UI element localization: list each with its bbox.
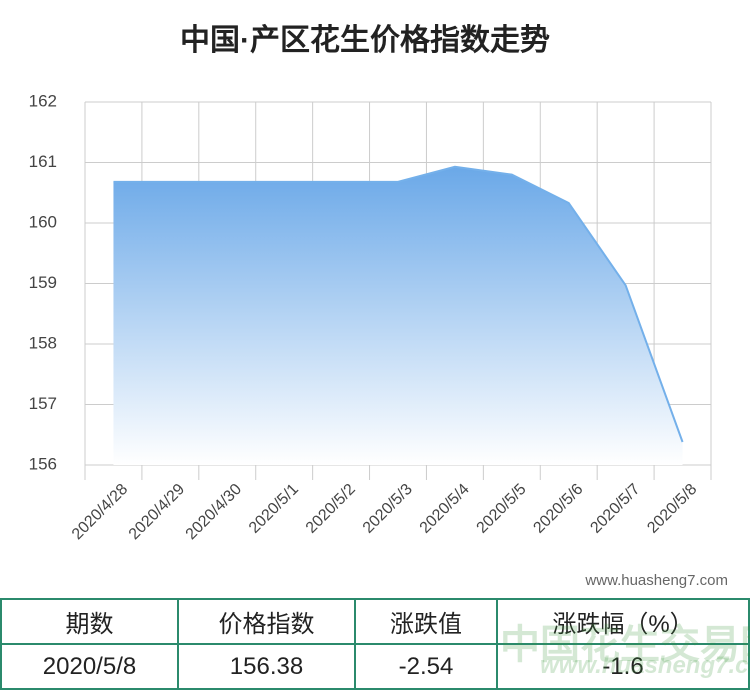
cell: 156.38	[177, 643, 356, 690]
line	[113, 165, 684, 443]
table-header: 期数 价格指数 涨跌值 涨跌幅（%）	[0, 598, 750, 645]
y-tick-label: 161	[29, 152, 57, 171]
header-cell: 期数	[0, 598, 179, 645]
x-tick-label: 2020/4/28	[69, 481, 131, 543]
x-tick-label: 2020/5/8	[644, 481, 700, 537]
x-tick-label: 2020/4/30	[183, 481, 245, 543]
y-tick-label: 158	[29, 333, 57, 352]
y-tick-label: 160	[29, 212, 57, 231]
cell: 2020/5/8	[0, 643, 179, 690]
x-tick-label: 2020/5/7	[587, 481, 643, 537]
source: www.huasheng7.com	[584, 572, 728, 589]
area	[113, 166, 683, 466]
x-tick-label: 2020/5/4	[417, 481, 473, 537]
table-row: 2020/5/8 156.38 -2.54 -1.6	[0, 643, 750, 690]
header-cell: 价格指数	[177, 598, 356, 645]
header-cell: 涨跌值	[354, 598, 498, 645]
y-tick-label: 159	[29, 273, 57, 292]
chart: 中国·产区花生价格指数走势 www.huasheng7.com 156 157 15…	[29, 24, 728, 589]
cell: -1.6	[496, 643, 750, 690]
x-tick-label: 2020/5/6	[530, 481, 586, 537]
x-tick-label: 2020/5/2	[303, 481, 359, 537]
y-tick-label: 162	[29, 91, 57, 110]
summary-table: 期数 价格指数 涨跌值 涨跌幅（%） 2020/5/8 156.38 -2.54…	[0, 598, 750, 690]
chart-title: 中国·产区花生价格指数走势	[180, 24, 550, 57]
y-tick-label: 157	[29, 394, 57, 413]
y-tick-label: 156	[29, 454, 57, 473]
x-tick-label: 2020/4/29	[126, 481, 188, 543]
x-tick-label: 2020/5/1	[246, 481, 302, 537]
header-cell: 涨跌幅（%）	[496, 598, 750, 645]
x-tick-label: 2020/5/5	[474, 481, 530, 537]
cell: -2.54	[354, 643, 498, 690]
x-tick-label: 2020/5/3	[360, 481, 416, 537]
